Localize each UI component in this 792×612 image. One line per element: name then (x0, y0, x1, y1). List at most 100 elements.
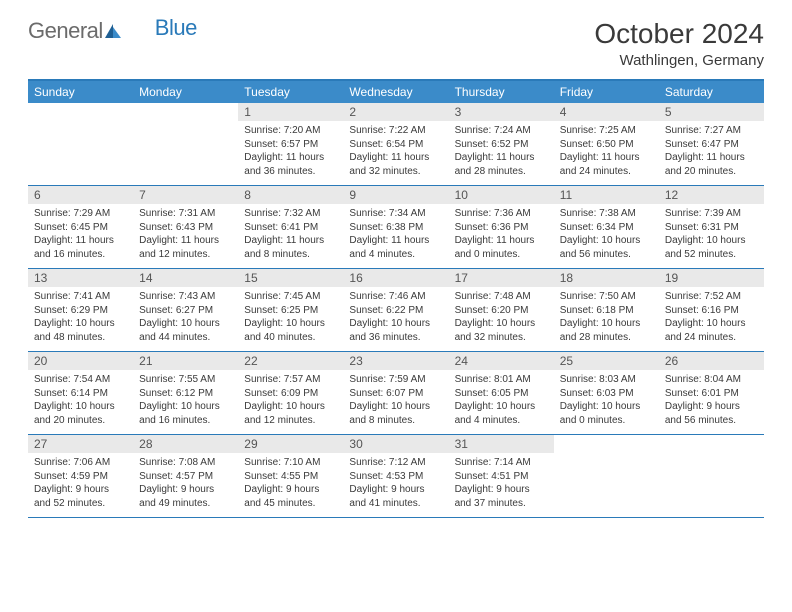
cell-date: 27 (28, 435, 133, 453)
calendar-cell: 21Sunrise: 7:55 AMSunset: 6:12 PMDayligh… (133, 352, 238, 434)
cell-date: 9 (343, 186, 448, 204)
cell-date: 18 (554, 269, 659, 287)
cell-date: 3 (449, 103, 554, 121)
calendar-week: 6Sunrise: 7:29 AMSunset: 6:45 PMDaylight… (28, 186, 764, 269)
calendar-cell: 25Sunrise: 8:03 AMSunset: 6:03 PMDayligh… (554, 352, 659, 434)
cell-body: Sunrise: 7:06 AMSunset: 4:59 PMDaylight:… (28, 453, 133, 516)
cell-body: Sunrise: 7:50 AMSunset: 6:18 PMDaylight:… (554, 287, 659, 350)
month-title: October 2024 (594, 18, 764, 50)
cell-date: 29 (238, 435, 343, 453)
calendar-cell: 8Sunrise: 7:32 AMSunset: 6:41 PMDaylight… (238, 186, 343, 268)
cell-body: Sunrise: 7:12 AMSunset: 4:53 PMDaylight:… (343, 453, 448, 516)
cell-body: Sunrise: 7:48 AMSunset: 6:20 PMDaylight:… (449, 287, 554, 350)
cell-body: Sunrise: 7:25 AMSunset: 6:50 PMDaylight:… (554, 121, 659, 184)
calendar-cell: 30Sunrise: 7:12 AMSunset: 4:53 PMDayligh… (343, 435, 448, 517)
cell-body: Sunrise: 7:20 AMSunset: 6:57 PMDaylight:… (238, 121, 343, 184)
logo: General Blue (28, 18, 197, 44)
calendar-cell: 17Sunrise: 7:48 AMSunset: 6:20 PMDayligh… (449, 269, 554, 351)
cell-date (659, 435, 764, 453)
calendar-cell: 4Sunrise: 7:25 AMSunset: 6:50 PMDaylight… (554, 103, 659, 185)
cell-date: 30 (343, 435, 448, 453)
calendar-week: 1Sunrise: 7:20 AMSunset: 6:57 PMDaylight… (28, 103, 764, 186)
cell-body: Sunrise: 7:43 AMSunset: 6:27 PMDaylight:… (133, 287, 238, 350)
calendar-cell: 24Sunrise: 8:01 AMSunset: 6:05 PMDayligh… (449, 352, 554, 434)
cell-date: 13 (28, 269, 133, 287)
cell-date: 19 (659, 269, 764, 287)
cell-date: 21 (133, 352, 238, 370)
day-header: Friday (554, 81, 659, 103)
cell-date: 12 (659, 186, 764, 204)
cell-date: 14 (133, 269, 238, 287)
calendar-cell (554, 435, 659, 517)
cell-date: 5 (659, 103, 764, 121)
title-block: October 2024 Wathlingen, Germany (594, 18, 764, 69)
cell-body: Sunrise: 7:36 AMSunset: 6:36 PMDaylight:… (449, 204, 554, 267)
cell-date: 6 (28, 186, 133, 204)
calendar-cell: 5Sunrise: 7:27 AMSunset: 6:47 PMDaylight… (659, 103, 764, 185)
cell-body: Sunrise: 7:39 AMSunset: 6:31 PMDaylight:… (659, 204, 764, 267)
cell-body: Sunrise: 7:08 AMSunset: 4:57 PMDaylight:… (133, 453, 238, 516)
calendar-cell (659, 435, 764, 517)
cell-body: Sunrise: 7:29 AMSunset: 6:45 PMDaylight:… (28, 204, 133, 267)
calendar-cell: 10Sunrise: 7:36 AMSunset: 6:36 PMDayligh… (449, 186, 554, 268)
calendar-cell: 28Sunrise: 7:08 AMSunset: 4:57 PMDayligh… (133, 435, 238, 517)
calendar-cell: 6Sunrise: 7:29 AMSunset: 6:45 PMDaylight… (28, 186, 133, 268)
cell-body: Sunrise: 7:55 AMSunset: 6:12 PMDaylight:… (133, 370, 238, 433)
calendar-cell: 14Sunrise: 7:43 AMSunset: 6:27 PMDayligh… (133, 269, 238, 351)
cell-date: 26 (659, 352, 764, 370)
calendar-cell: 18Sunrise: 7:50 AMSunset: 6:18 PMDayligh… (554, 269, 659, 351)
cell-body: Sunrise: 8:01 AMSunset: 6:05 PMDaylight:… (449, 370, 554, 433)
cell-date: 16 (343, 269, 448, 287)
calendar-page: General Blue October 2024 Wathlingen, Ge… (0, 0, 792, 536)
calendar-cell: 22Sunrise: 7:57 AMSunset: 6:09 PMDayligh… (238, 352, 343, 434)
calendar-cell (28, 103, 133, 185)
cell-body: Sunrise: 8:03 AMSunset: 6:03 PMDaylight:… (554, 370, 659, 433)
cell-date: 24 (449, 352, 554, 370)
cell-date: 4 (554, 103, 659, 121)
calendar-cell: 27Sunrise: 7:06 AMSunset: 4:59 PMDayligh… (28, 435, 133, 517)
cell-body: Sunrise: 7:24 AMSunset: 6:52 PMDaylight:… (449, 121, 554, 184)
calendar-cell: 9Sunrise: 7:34 AMSunset: 6:38 PMDaylight… (343, 186, 448, 268)
cell-body: Sunrise: 8:04 AMSunset: 6:01 PMDaylight:… (659, 370, 764, 433)
cell-body: Sunrise: 7:10 AMSunset: 4:55 PMDaylight:… (238, 453, 343, 516)
calendar-cell: 31Sunrise: 7:14 AMSunset: 4:51 PMDayligh… (449, 435, 554, 517)
calendar-cell: 12Sunrise: 7:39 AMSunset: 6:31 PMDayligh… (659, 186, 764, 268)
calendar-cell: 19Sunrise: 7:52 AMSunset: 6:16 PMDayligh… (659, 269, 764, 351)
calendar-cell: 16Sunrise: 7:46 AMSunset: 6:22 PMDayligh… (343, 269, 448, 351)
cell-date: 2 (343, 103, 448, 121)
cell-date: 17 (449, 269, 554, 287)
day-headers-row: SundayMondayTuesdayWednesdayThursdayFrid… (28, 81, 764, 103)
calendar-cell: 20Sunrise: 7:54 AMSunset: 6:14 PMDayligh… (28, 352, 133, 434)
cell-date: 28 (133, 435, 238, 453)
logo-text-gray: General (28, 18, 103, 44)
cell-body: Sunrise: 7:57 AMSunset: 6:09 PMDaylight:… (238, 370, 343, 433)
calendar-cell (133, 103, 238, 185)
cell-body: Sunrise: 7:54 AMSunset: 6:14 PMDaylight:… (28, 370, 133, 433)
cell-body: Sunrise: 7:52 AMSunset: 6:16 PMDaylight:… (659, 287, 764, 350)
cell-date: 11 (554, 186, 659, 204)
cell-date: 25 (554, 352, 659, 370)
cell-date (133, 103, 238, 121)
cell-body: Sunrise: 7:31 AMSunset: 6:43 PMDaylight:… (133, 204, 238, 267)
cell-body: Sunrise: 7:32 AMSunset: 6:41 PMDaylight:… (238, 204, 343, 267)
calendar-cell: 1Sunrise: 7:20 AMSunset: 6:57 PMDaylight… (238, 103, 343, 185)
calendar-cell: 15Sunrise: 7:45 AMSunset: 6:25 PMDayligh… (238, 269, 343, 351)
cell-date: 10 (449, 186, 554, 204)
day-header: Saturday (659, 81, 764, 103)
calendar-cell: 26Sunrise: 8:04 AMSunset: 6:01 PMDayligh… (659, 352, 764, 434)
cell-date: 7 (133, 186, 238, 204)
cell-body: Sunrise: 7:59 AMSunset: 6:07 PMDaylight:… (343, 370, 448, 433)
cell-body: Sunrise: 7:46 AMSunset: 6:22 PMDaylight:… (343, 287, 448, 350)
page-header: General Blue October 2024 Wathlingen, Ge… (28, 18, 764, 69)
cell-date: 23 (343, 352, 448, 370)
cell-body: Sunrise: 7:14 AMSunset: 4:51 PMDaylight:… (449, 453, 554, 516)
cell-date: 1 (238, 103, 343, 121)
cell-body: Sunrise: 7:45 AMSunset: 6:25 PMDaylight:… (238, 287, 343, 350)
calendar-cell: 13Sunrise: 7:41 AMSunset: 6:29 PMDayligh… (28, 269, 133, 351)
cell-date: 22 (238, 352, 343, 370)
weeks-container: 1Sunrise: 7:20 AMSunset: 6:57 PMDaylight… (28, 103, 764, 518)
cell-body: Sunrise: 7:34 AMSunset: 6:38 PMDaylight:… (343, 204, 448, 267)
cell-body: Sunrise: 7:38 AMSunset: 6:34 PMDaylight:… (554, 204, 659, 267)
calendar-cell: 3Sunrise: 7:24 AMSunset: 6:52 PMDaylight… (449, 103, 554, 185)
calendar-cell: 7Sunrise: 7:31 AMSunset: 6:43 PMDaylight… (133, 186, 238, 268)
